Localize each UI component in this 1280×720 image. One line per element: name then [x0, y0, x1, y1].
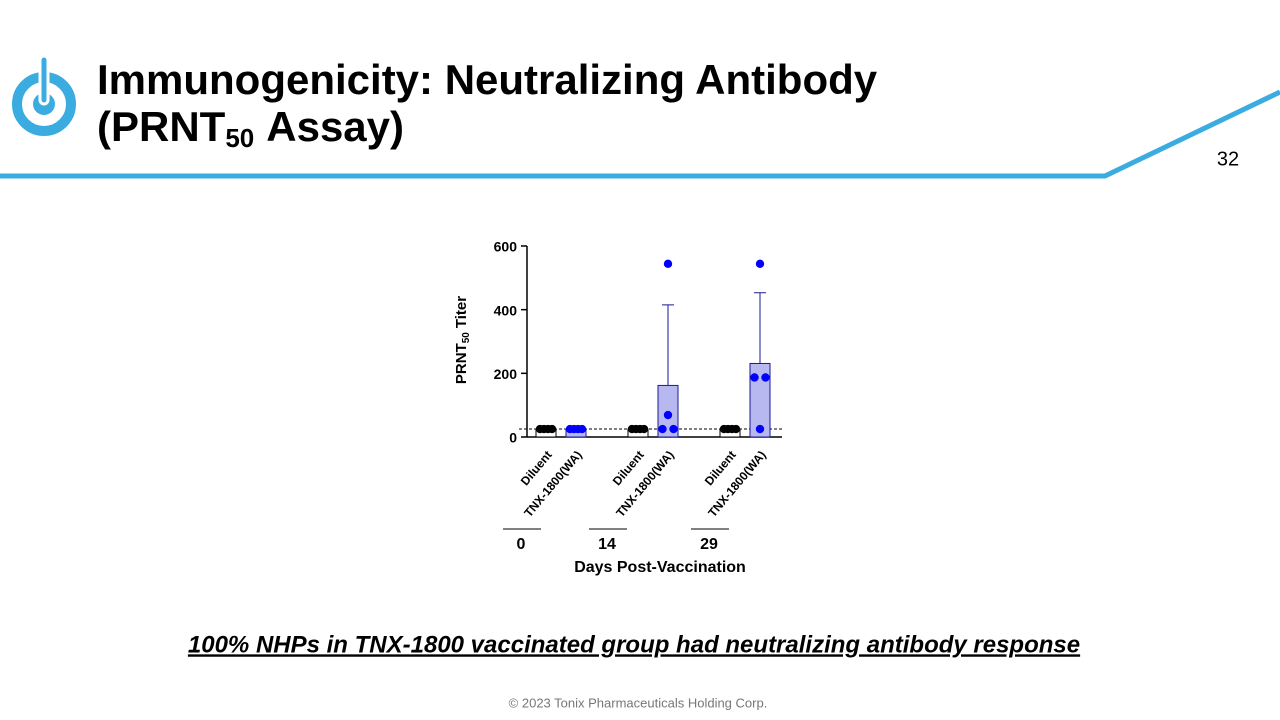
data-point: [663, 410, 673, 420]
group-label: 29: [700, 536, 718, 553]
data-point: [731, 424, 741, 434]
data-point: [547, 424, 557, 434]
title: (PRNT50 Assay): [97, 103, 404, 153]
title-sub: 50: [225, 123, 254, 153]
data-point: [761, 373, 770, 382]
data-point: [639, 424, 649, 434]
error-bar: [754, 292, 766, 364]
y-tick-label: 600: [494, 239, 518, 255]
y-title-sub: 50: [461, 332, 472, 344]
y-tick-label: 200: [494, 366, 518, 382]
chart: PRNT50 Titer Days Post-Vaccination 0 200 40…: [453, 239, 782, 576]
y-tick-label: 400: [494, 302, 518, 318]
y-title-part: Titer: [453, 296, 470, 328]
y-tick-label: 0: [509, 430, 517, 446]
y-axis-title: PRNT50 Titer: [453, 296, 472, 384]
group-label: 0: [517, 536, 526, 553]
title-part: (PRNT: [97, 103, 226, 150]
data-point: [755, 259, 765, 269]
data-point: [577, 424, 587, 434]
caption: 100% NHPs in TNX-1800 vaccinated group h…: [188, 631, 1080, 658]
y-title-part: PRNT: [453, 343, 470, 384]
group-label: 14: [598, 536, 616, 553]
title-part: Assay): [266, 103, 404, 150]
title: Immunogenicity: Neutralizing Antibody: [97, 56, 878, 103]
logo: [12, 54, 76, 136]
data-point: [755, 424, 765, 434]
error-bar: [662, 304, 674, 386]
x-axis-title: Days Post-Vaccination: [574, 559, 746, 576]
data-point: [669, 424, 678, 434]
data-point: [750, 373, 759, 382]
page-number: 32: [1217, 148, 1239, 170]
data-point: [658, 424, 667, 434]
header-line: [0, 89, 1280, 179]
data-point: [663, 259, 673, 269]
footer: © 2023 Tonix Pharmaceuticals Holding Cor…: [509, 695, 768, 710]
